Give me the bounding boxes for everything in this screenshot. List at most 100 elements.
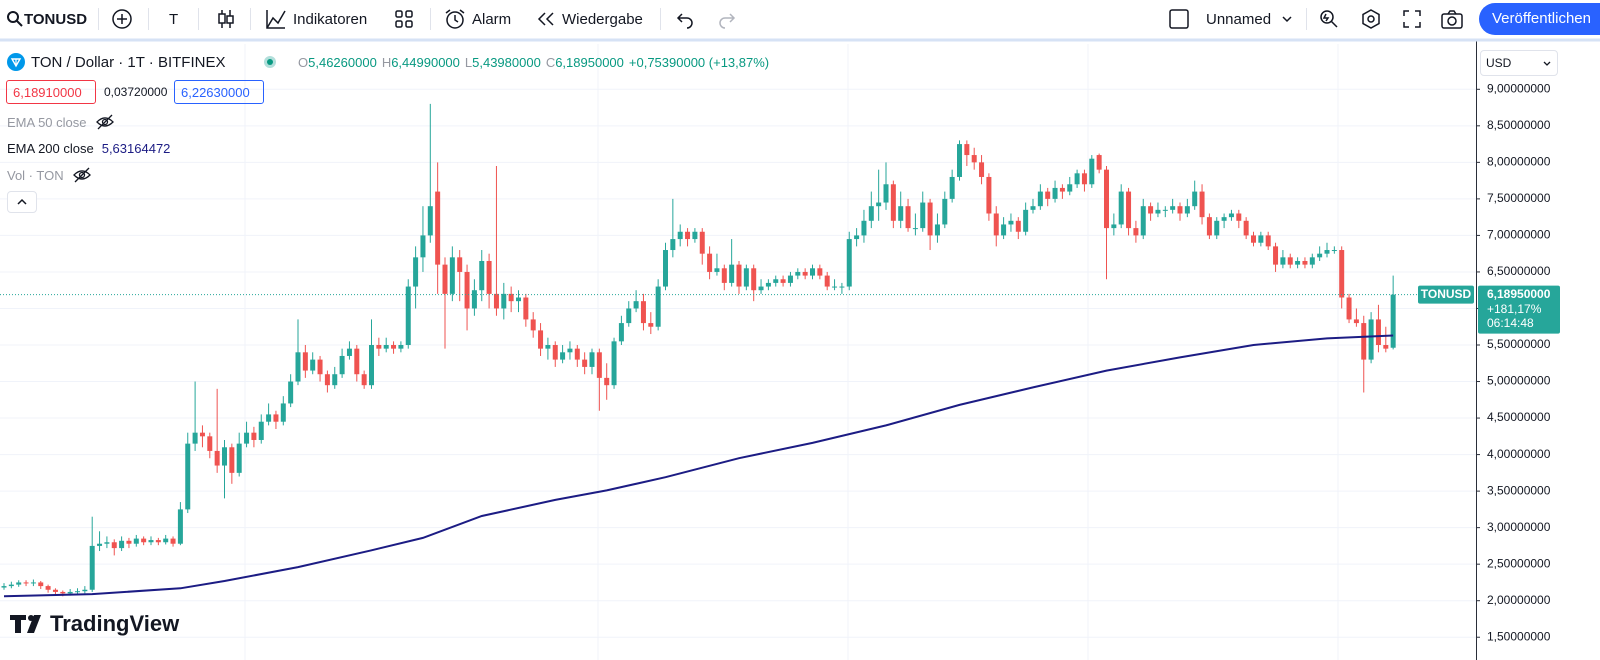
candle-body <box>1353 319 1359 324</box>
fullscreen-icon <box>1403 10 1421 28</box>
indicators-button[interactable]: Indikatoren <box>265 0 367 38</box>
candle-body <box>427 206 433 236</box>
chevron-icon <box>1543 61 1551 66</box>
layout-toggle[interactable] <box>1168 0 1190 38</box>
candle-body <box>75 591 80 593</box>
candle-body <box>258 421 264 440</box>
candle-body <box>1265 235 1271 247</box>
countdown: 06:14:48 <box>1487 316 1534 330</box>
chart-style-button[interactable] <box>216 0 236 38</box>
time-grid <box>244 44 1339 660</box>
candle-body <box>1001 224 1007 236</box>
candle-body <box>185 443 191 510</box>
indicator-row[interactable]: EMA 50 close <box>7 114 115 130</box>
candle-body <box>1089 158 1095 185</box>
candle-body <box>464 271 470 309</box>
candle-body <box>310 359 316 371</box>
snapshot-button[interactable] <box>1440 0 1464 38</box>
interval-button[interactable]: T <box>169 0 178 38</box>
candle-body <box>530 319 536 331</box>
candle-body <box>163 538 169 543</box>
candle-body <box>868 206 874 221</box>
y-tick-label: 4,50000000 <box>1487 410 1551 424</box>
ohlc-label: L <box>464 54 473 70</box>
spread-value: 0,03720000 <box>104 85 168 99</box>
candle-body <box>898 206 904 221</box>
ohlc-label: O <box>298 54 309 70</box>
candle-body <box>244 432 250 444</box>
candle-body <box>699 231 705 254</box>
alert-button[interactable]: Alarm <box>444 0 511 38</box>
candle-body <box>214 450 220 466</box>
candle-body <box>538 330 544 349</box>
candle-body <box>1309 257 1315 265</box>
templates-button[interactable] <box>394 0 414 38</box>
y-tick-label: 2,00000000 <box>1487 593 1551 607</box>
candle-body <box>692 231 698 240</box>
candle-body <box>1155 209 1161 214</box>
candle-body <box>523 297 529 320</box>
sell-button[interactable]: 6,18910000 <box>6 80 96 104</box>
watermark-logo-dot <box>28 615 34 621</box>
candle-body <box>1287 257 1293 265</box>
layout-menu[interactable]: Unnamed <box>1206 0 1293 38</box>
symbol-label: TONUSD <box>1421 287 1472 301</box>
bid-price: 6,18910000 <box>13 85 82 100</box>
candle-body <box>119 540 125 549</box>
candle-body <box>1162 209 1168 211</box>
candle-body <box>927 202 933 236</box>
candle-body <box>420 235 426 258</box>
last-price-box <box>1478 285 1560 334</box>
candle-body <box>346 348 352 356</box>
candle-body <box>1199 191 1205 218</box>
ohlc-label: C <box>545 54 556 70</box>
candle-body <box>596 352 602 378</box>
fullscreen-button[interactable] <box>1402 0 1422 38</box>
candle-body <box>317 359 323 375</box>
legend-title: TON / Dollar · 1T · BITFINEX <box>31 53 226 71</box>
publish-text: Veröffentlichen <box>1492 10 1591 27</box>
collapse-legend-button[interactable] <box>7 191 37 213</box>
candle-body <box>1104 169 1109 229</box>
compare-button[interactable] <box>111 0 133 38</box>
undo-button[interactable] <box>675 0 695 38</box>
candle-body <box>773 279 779 283</box>
indicator-row[interactable]: EMA 200 close 5,63164472 <box>7 141 170 156</box>
candle-body <box>663 250 668 287</box>
quick-search-button[interactable] <box>1318 0 1340 38</box>
candle-body <box>222 447 227 466</box>
indicators-text: Indikatoren <box>293 10 368 28</box>
settings-button[interactable] <box>1360 0 1382 38</box>
candle-body <box>1037 191 1043 207</box>
hidden-icon <box>72 167 91 183</box>
redo-button[interactable] <box>717 0 737 38</box>
candle-body <box>1214 220 1220 236</box>
candle-body <box>60 591 66 594</box>
currency-select[interactable]: USD <box>1480 50 1558 76</box>
candle-body <box>398 345 404 349</box>
indicator-row[interactable]: Vol · TON <box>7 167 92 183</box>
candle-body <box>383 345 389 349</box>
camera-icon <box>1441 10 1463 29</box>
candle-body <box>912 228 918 230</box>
candle-body <box>1273 246 1279 265</box>
candle-body <box>626 308 632 324</box>
candle-body <box>413 257 419 287</box>
quick-search-icon <box>1320 10 1338 28</box>
buy-button[interactable]: 6,22630000 <box>174 80 264 104</box>
replay-button[interactable]: Wiedergabe <box>536 0 643 38</box>
candle-body <box>817 268 823 276</box>
symbol-search[interactable]: TONUSD <box>6 0 87 38</box>
candle-body <box>1346 297 1352 320</box>
candle-body <box>155 540 161 543</box>
candle-body <box>1074 173 1080 185</box>
publish-button[interactable]: Veröffentlichen <box>1479 3 1600 35</box>
candle-body <box>457 257 463 272</box>
candle-body <box>23 582 29 584</box>
symbol: TONUSD <box>24 10 88 28</box>
last-change: +181,17% <box>1487 302 1542 316</box>
candle-body <box>1375 319 1381 345</box>
candle-body <box>780 279 786 283</box>
